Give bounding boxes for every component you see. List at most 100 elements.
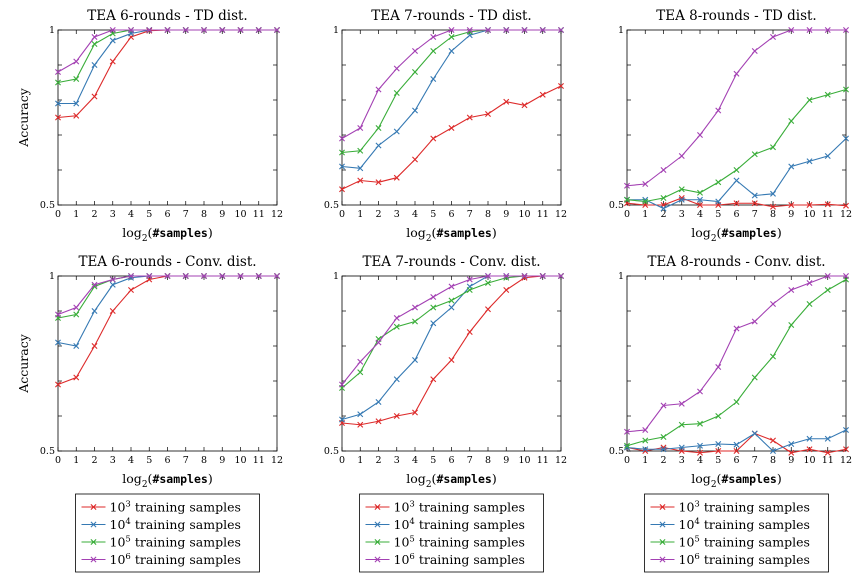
x-tick-label: 8 xyxy=(770,209,776,220)
x-label-arg: #samples xyxy=(436,226,491,240)
series-2 xyxy=(55,27,279,106)
series-1 xyxy=(55,273,279,387)
legend-base: 10 xyxy=(679,552,695,567)
series-3 xyxy=(339,273,563,390)
x-label-arg: #samples xyxy=(436,472,491,486)
series-1 xyxy=(339,83,563,191)
x-tick-label: 9 xyxy=(788,209,794,220)
legend-base: 10 xyxy=(394,552,410,567)
data-point xyxy=(789,287,794,292)
data-point xyxy=(789,118,794,123)
data-point xyxy=(412,48,417,53)
x-tick-label: 6 xyxy=(448,455,454,466)
data-point xyxy=(394,90,399,95)
x-tick-label: 4 xyxy=(412,209,418,220)
series-4 xyxy=(339,27,563,141)
legend-1: 103 training samples104 training samples10… xyxy=(76,494,260,572)
x-tick-label: 3 xyxy=(394,455,400,466)
series-line xyxy=(342,276,561,385)
y-tick-label: 0.5 xyxy=(324,200,339,211)
series-line xyxy=(342,30,561,139)
y-tick-label: 1 xyxy=(618,25,624,36)
x-tick-label: 0 xyxy=(55,455,61,466)
x-label-paren: ) xyxy=(492,225,497,240)
data-point xyxy=(449,284,454,289)
x-tick-label: 7 xyxy=(183,209,189,220)
series-line xyxy=(627,276,846,432)
legend-base: 10 xyxy=(679,500,695,515)
y-tick-label: 0.5 xyxy=(40,200,55,211)
x-label-func: log xyxy=(122,225,142,240)
x-tick-label: 5 xyxy=(430,455,436,466)
data-point xyxy=(449,298,454,303)
x-tick-label: 1 xyxy=(642,209,648,220)
data-point xyxy=(467,329,472,334)
legend-exponent: 3 xyxy=(694,500,699,510)
chart-1: TEA 6-rounds - TD dist.0.510 1 2 3 4 5 6 7 8 9 10 1… xyxy=(16,8,283,244)
x-tick-label: 7 xyxy=(467,209,473,220)
data-point xyxy=(807,280,812,285)
x-label-func: log xyxy=(691,471,711,486)
plot-frame xyxy=(58,276,277,451)
data-point xyxy=(412,69,417,74)
x-tick-label: 8 xyxy=(485,209,491,220)
data-point xyxy=(504,287,509,292)
plot-frame xyxy=(342,276,561,451)
plot-frame xyxy=(342,30,561,205)
x-axis-label: log2(#samples) xyxy=(406,471,496,490)
chart-title: TEA 7-rounds - TD dist. xyxy=(371,8,531,24)
series-line xyxy=(627,139,846,209)
x-tick-label: 3 xyxy=(110,209,116,220)
x-tick-label: 5 xyxy=(715,455,721,466)
chart-title: TEA 6-rounds - TD dist. xyxy=(87,8,247,24)
data-point xyxy=(358,125,363,130)
x-tick-label: 12 xyxy=(271,455,283,466)
x-tick-label: 5 xyxy=(146,455,152,466)
x-tick-label: 1 xyxy=(357,455,363,466)
x-tick-label: 12 xyxy=(555,455,567,466)
x-tick-label: 4 xyxy=(697,209,703,220)
x-label-arg: #samples xyxy=(152,226,207,240)
data-point xyxy=(540,92,545,97)
x-tick-label: 10 xyxy=(518,209,530,220)
x-tick-label: 3 xyxy=(679,209,685,220)
x-tick-label: 3 xyxy=(110,455,116,466)
data-point xyxy=(412,108,417,113)
x-tick-label: 0 xyxy=(339,209,345,220)
data-point xyxy=(825,287,830,292)
data-point xyxy=(92,41,97,46)
data-point xyxy=(752,152,757,157)
y-tick-label: 1 xyxy=(618,271,624,282)
series-3 xyxy=(624,277,848,448)
data-point xyxy=(770,438,775,443)
chart-3: TEA 8-rounds - TD dist.0.510 1 2 3 4 5 6 7 8 9 10 1… xyxy=(609,8,852,244)
legend-exponent: 3 xyxy=(125,500,130,510)
series-4 xyxy=(55,27,279,74)
x-tick-label: 0 xyxy=(624,209,630,220)
x-tick-label: 8 xyxy=(201,209,207,220)
x-label-func: log xyxy=(406,225,426,240)
series-4 xyxy=(339,273,563,387)
chart-6: TEA 8-rounds - Conv. dist.0.510 1 2 3 4 5 6 7 8 9… xyxy=(609,254,852,490)
data-point xyxy=(734,71,739,76)
data-point xyxy=(394,129,399,134)
x-tick-label: 0 xyxy=(55,209,61,220)
x-tick-label: 6 xyxy=(164,455,170,466)
data-point xyxy=(92,62,97,67)
legend-exponent: 6 xyxy=(409,552,414,562)
data-point xyxy=(752,319,757,324)
data-point xyxy=(770,354,775,359)
x-tick-label: 2 xyxy=(375,455,381,466)
data-point xyxy=(92,308,97,313)
legend-exponent: 4 xyxy=(125,517,130,527)
data-point xyxy=(74,305,79,310)
x-tick-label: 12 xyxy=(271,209,283,220)
series-line xyxy=(342,276,561,425)
series-4 xyxy=(624,27,848,188)
x-tick-label: 0 xyxy=(339,455,345,466)
x-tick-label: 10 xyxy=(803,455,815,466)
series-line xyxy=(342,86,561,189)
data-point xyxy=(394,315,399,320)
data-point xyxy=(412,157,417,162)
